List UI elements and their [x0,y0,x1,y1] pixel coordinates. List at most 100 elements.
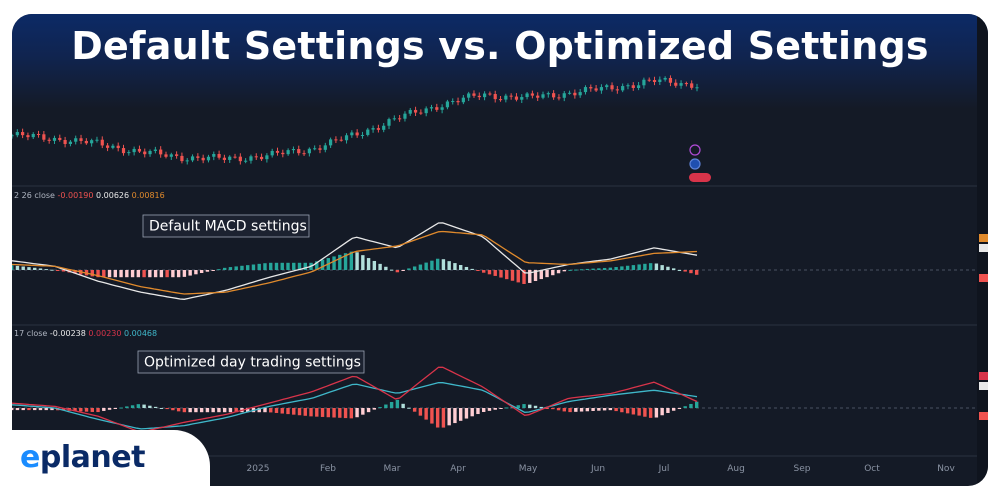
histogram-bar [389,269,394,271]
histogram-bar [401,403,405,408]
histogram-bar [217,269,221,271]
scale-tag [979,234,988,242]
candle-body [525,93,529,98]
candle-body [530,93,534,96]
page-title: Default Settings vs. Optimized Settings [71,24,929,68]
candle-body [695,87,699,89]
histogram-bar [562,270,567,272]
histogram-bar [320,259,325,270]
histogram-bar [38,268,43,270]
candle-body [196,156,200,158]
histogram-bar [453,408,457,424]
brand-logo[interactable]: eplanet [20,440,145,475]
histogram-bar [90,270,94,277]
histogram-bar [643,408,647,417]
histogram-bar [620,408,624,413]
candle-body [185,160,189,162]
histogram-bar [625,408,630,414]
histogram-bar [326,408,330,418]
histogram-bar [205,270,210,272]
histogram-bar [136,270,141,278]
indicator-value: -0.00190 [58,191,97,200]
histogram-bar [199,408,204,413]
x-tick-label: Jul [658,464,670,474]
candle-body [382,125,386,130]
histogram-bar [188,408,192,413]
histogram-bar [159,270,164,278]
histogram-bar [384,266,388,270]
series-line-signal [12,366,698,433]
histogram-bar [620,266,624,270]
histogram-bar [222,408,227,413]
candle-body [344,135,349,141]
histogram-bar [430,408,434,424]
histogram-bar [222,267,227,270]
histogram-bar [274,408,279,413]
candle-body [387,119,391,126]
indicator-header: 17 close -0.00238 0.00230 0.00468 [14,329,157,338]
histogram-bar [303,408,307,416]
histogram-bar [269,262,273,270]
histogram-bar [90,408,94,412]
histogram-bar [505,407,509,409]
histogram-bar [637,264,641,270]
trading-chart[interactable]: 2 26 close -0.00190 0.00626 0.00816 Defa… [12,14,988,486]
histogram-bar [50,269,54,271]
histogram-bar [125,406,129,408]
candle-body [424,108,428,114]
candle-body [90,140,94,144]
candle-body [21,132,25,136]
histogram-bar [130,270,135,278]
histogram-bar [286,262,290,270]
series-line-macd [12,222,698,300]
panel-label: Optimized day trading settings [137,350,365,374]
indicator-value: -0.00238 [50,329,89,338]
series-line-macd [12,381,698,430]
candle-body [599,87,604,91]
histogram-bar [671,268,676,270]
histogram-bar [73,270,77,274]
candle-body [12,135,14,137]
candle-body [175,154,179,156]
candle-body [52,137,57,141]
histogram-bar [591,268,595,270]
candle-body [610,85,614,90]
circle-icon [689,158,701,170]
candle-body [339,139,343,141]
histogram-bar [211,408,215,413]
candle-body [392,118,396,120]
x-tick-label: Nov [937,464,955,474]
histogram-bar [240,265,244,270]
candle-body [631,85,635,88]
histogram-bar [574,269,578,271]
histogram-bar [631,265,636,270]
histogram-bar [528,270,532,283]
panel-label-text: Optimized day trading settings [144,355,361,371]
histogram-bar [585,408,590,412]
candle-body [105,145,110,148]
candle-body [281,152,285,155]
candle-body [222,157,227,160]
histogram-bar [458,265,463,270]
histogram-bar [447,408,451,426]
histogram-bar [407,268,411,270]
histogram-bar [119,270,123,278]
histogram-bar [482,270,486,273]
candle-body [658,79,662,83]
histogram-bar [153,270,158,278]
candle-body [318,148,322,150]
histogram-bar [372,408,377,410]
histogram-bar [568,408,572,413]
histogram-bar [401,270,405,271]
candle-body [100,139,104,146]
histogram-bar [476,408,480,415]
x-tick-label: May [519,464,538,474]
candle-body [552,93,556,98]
x-tick-label: Jun [590,464,605,474]
candle-body [217,153,221,158]
candle-body [488,93,492,95]
histogram-bar [292,408,296,415]
histogram-bar [516,270,520,283]
histogram-bar [683,406,687,408]
histogram-bar [176,408,181,412]
